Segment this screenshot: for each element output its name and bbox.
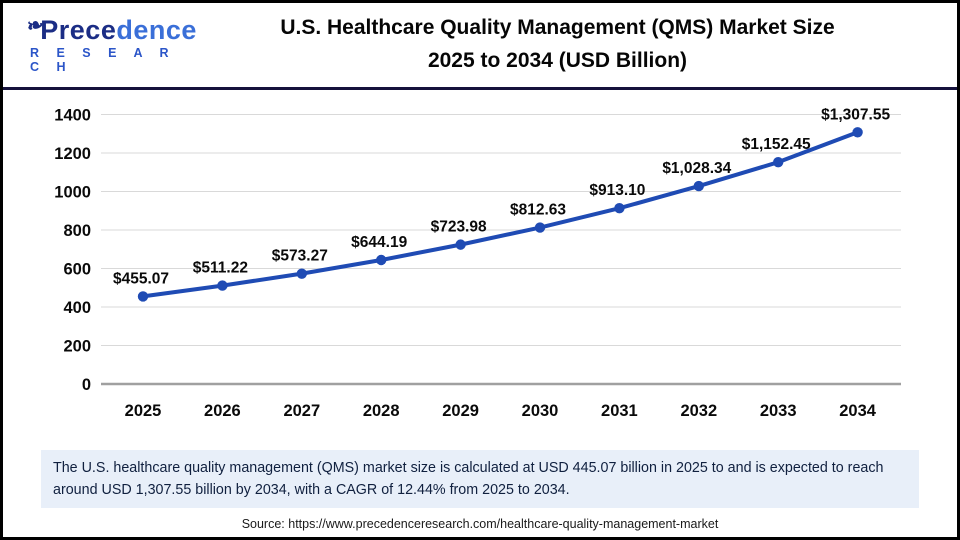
x-tick-label: 2028 bbox=[363, 402, 400, 420]
data-point-label: $913.10 bbox=[589, 182, 645, 199]
data-point-label: $644.19 bbox=[351, 234, 407, 251]
data-point-label: $812.63 bbox=[510, 202, 566, 219]
y-tick-label: 800 bbox=[63, 222, 91, 240]
x-tick-label: 2029 bbox=[442, 402, 479, 420]
summary-note: The U.S. healthcare quality management (… bbox=[41, 450, 919, 509]
logo-text-light: dence bbox=[116, 14, 197, 45]
source-line: Source: https://www.precedenceresearch.c… bbox=[241, 517, 719, 532]
data-point-label: $573.27 bbox=[272, 248, 328, 265]
market-line-chart: 0 200 400 600 800 1000 1200 1400 2025 2026 2027 202… bbox=[54, 106, 901, 420]
y-tick-label: 600 bbox=[63, 261, 91, 279]
logo-wordmark: ❧Precedence bbox=[25, 13, 198, 45]
series-line bbox=[141, 130, 860, 299]
data-point-marker bbox=[296, 268, 307, 279]
x-tick-label: 2026 bbox=[204, 402, 241, 420]
data-point-marker bbox=[852, 127, 863, 138]
y-tick-label: 200 bbox=[63, 338, 91, 356]
y-tick-label: 1400 bbox=[54, 107, 91, 125]
y-tick-label: 1000 bbox=[54, 184, 91, 202]
data-point-label: $511.22 bbox=[193, 260, 248, 277]
logo-subtitle: R E S E A R C H bbox=[30, 46, 176, 75]
data-point-label: $1,028.34 bbox=[662, 160, 731, 177]
data-point-label: $455.07 bbox=[113, 270, 169, 287]
page-title-line1: U.S. Healthcare Quality Management (QMS)… bbox=[280, 16, 835, 40]
y-tick-label: 400 bbox=[63, 299, 91, 317]
logo-text-dark: Prece bbox=[40, 14, 117, 45]
header-divider bbox=[3, 87, 957, 90]
data-point-marker bbox=[376, 254, 387, 266]
x-tick-label: 2027 bbox=[283, 402, 320, 420]
data-point-marker bbox=[614, 203, 625, 214]
page-title-line2: 2025 to 2034 (USD Billion) bbox=[427, 49, 688, 72]
x-tick-label: 2032 bbox=[680, 402, 717, 420]
header: ❧Precedence R E S E A R C H U.S. Healthc… bbox=[3, 3, 957, 87]
data-point-marker bbox=[455, 239, 466, 250]
data-point-marker bbox=[773, 156, 784, 168]
x-tick-label: 2033 bbox=[760, 402, 797, 420]
x-tick-label: 2025 bbox=[125, 402, 162, 420]
data-point-label: $723.98 bbox=[431, 219, 487, 236]
data-point-marker bbox=[693, 180, 704, 192]
chart-area: 0 200 400 600 800 1000 1200 1400 2025 2026 2027 202… bbox=[3, 90, 955, 442]
y-tick-label: 0 bbox=[82, 376, 91, 394]
data-point-marker bbox=[534, 222, 546, 233]
x-tick-label: 2034 bbox=[839, 402, 877, 420]
data-point-marker bbox=[137, 291, 149, 302]
y-tick-label: 1200 bbox=[54, 145, 91, 163]
precedence-research-logo: ❧Precedence R E S E A R C H bbox=[13, 13, 198, 75]
data-point-label: $1,307.55 bbox=[821, 106, 890, 123]
x-tick-label: 2030 bbox=[522, 402, 559, 420]
page-title: U.S. Healthcare Quality Management (QMS)… bbox=[198, 12, 947, 77]
x-tick-label: 2031 bbox=[601, 402, 638, 420]
data-point-marker bbox=[217, 280, 228, 291]
data-point-label: $1,152.45 bbox=[742, 136, 811, 153]
